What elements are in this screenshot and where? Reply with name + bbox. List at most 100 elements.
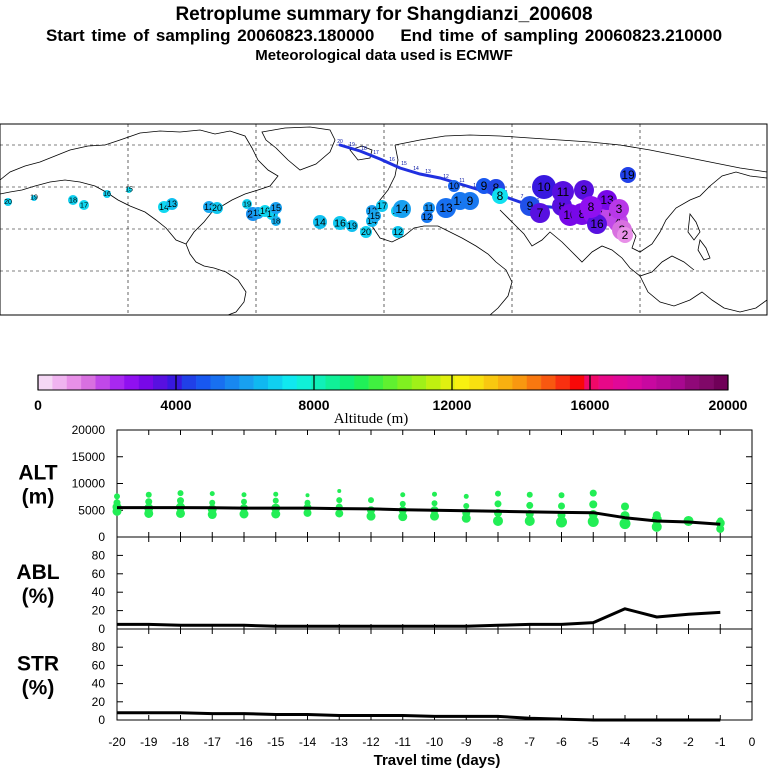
altitude-dot xyxy=(587,515,599,527)
panel-label-top: ABL xyxy=(16,561,59,584)
plume-point: 2 xyxy=(617,227,633,243)
colorbar-cell xyxy=(426,375,441,390)
y-tick-label: 80 xyxy=(92,640,106,654)
plume-point-label: 20 xyxy=(361,227,371,237)
colorbar-cell xyxy=(354,375,369,390)
y-tick-label: 0 xyxy=(98,713,105,727)
colorbar-cell xyxy=(498,375,513,390)
plume-point-label: 19 xyxy=(30,195,38,202)
colorbar-cell xyxy=(282,375,298,390)
altitude-dot xyxy=(558,502,565,510)
altitude-dot xyxy=(273,491,279,497)
plume-point: 20 xyxy=(211,202,223,214)
colorbar-cell xyxy=(210,375,226,390)
altitude-dot xyxy=(209,491,215,497)
colorbar-cell xyxy=(469,375,484,390)
colorbar-cell xyxy=(684,375,700,390)
colorbar-cell xyxy=(699,375,714,390)
colorbar-cell xyxy=(181,375,197,390)
altitude-dot xyxy=(239,509,249,519)
colorbar-cell xyxy=(124,375,139,390)
altitude-dot xyxy=(589,489,597,497)
altitude-dot xyxy=(145,498,153,506)
colorbar-tick-label: 8000 xyxy=(298,397,329,413)
plume-point-label: 19 xyxy=(621,168,635,182)
sampling-times: Start time of sampling 20060823.180000 En… xyxy=(0,26,768,46)
plume-point-label: 9 xyxy=(581,183,588,197)
plume-point: 15 xyxy=(270,202,282,214)
plume-point: 20 xyxy=(360,226,372,238)
start-time-label: Start time of sampling 20060823.180000 xyxy=(45,26,375,45)
map-panel: 2019181716151413121110987654321 20191817… xyxy=(0,123,768,316)
y-tick-label: 20 xyxy=(92,695,106,709)
plume-point-label: 15 xyxy=(370,211,380,221)
colorbar-cell xyxy=(339,375,355,390)
altitude-dot xyxy=(526,501,534,509)
colorbar-cell xyxy=(153,375,168,390)
plume-point-label: 19 xyxy=(347,221,357,231)
track-day-label: 15 xyxy=(401,161,407,167)
plume-point: 13 xyxy=(436,198,456,218)
time-series-panels: 20000150001000050000ALT(m)806040200ABL(%… xyxy=(16,423,753,727)
x-tick-label: -5 xyxy=(588,735,599,749)
altitude-dot xyxy=(556,516,567,528)
plume-point-label: 13 xyxy=(253,208,263,218)
altitude-dot xyxy=(400,492,406,498)
plume-point: 18 xyxy=(68,195,78,205)
x-tick-label: -15 xyxy=(267,735,285,749)
colorbar-cell xyxy=(526,375,542,390)
colorbar-label: Altitude (m) xyxy=(334,411,409,427)
colorbar-cell xyxy=(296,375,312,390)
altitude-dot xyxy=(463,502,470,509)
plume-point-label: 13 xyxy=(167,199,177,209)
x-tick-label: -3 xyxy=(651,735,662,749)
altitude-dot xyxy=(493,515,503,526)
x-axis-label: Travel time (days) xyxy=(374,752,501,768)
plume-point-label: 12 xyxy=(204,202,214,212)
colorbar-cell xyxy=(196,375,211,390)
colorbar-cell xyxy=(325,375,341,390)
colorbar-tick-label: 0 xyxy=(34,397,42,413)
x-tick-label: -4 xyxy=(620,735,631,749)
plume-point-label: 16 xyxy=(103,191,111,198)
plume-point: 9 xyxy=(574,180,594,200)
track-day-label: 12 xyxy=(443,174,449,180)
x-tick-label: -18 xyxy=(172,735,190,749)
colorbar-tick-label: 16000 xyxy=(571,397,610,413)
plume-point-label: 10 xyxy=(537,180,551,194)
colorbar-tick-label: 12000 xyxy=(433,397,472,413)
x-tick-label: -11 xyxy=(395,735,412,749)
colorbar-cell xyxy=(95,375,111,390)
y-tick-label: 0 xyxy=(98,622,105,636)
colorbar-cell xyxy=(167,375,183,390)
altitude-dot xyxy=(463,493,469,499)
plume-point: 11 xyxy=(423,202,435,214)
map-frame xyxy=(0,123,768,316)
plume-point-label: 17 xyxy=(377,201,387,211)
x-tick-label: -2 xyxy=(683,735,694,749)
altitude-dot xyxy=(495,490,501,497)
colorbar-cell xyxy=(541,375,556,390)
colorbar-cell xyxy=(311,375,326,390)
plume-point-label: 14 xyxy=(314,217,326,229)
plume-point: 16 xyxy=(587,214,607,234)
panel-label-bottom: (m) xyxy=(22,486,55,509)
end-time-label: End time of sampling 20060823.210000 xyxy=(400,26,723,45)
x-tick-label: -17 xyxy=(204,735,222,749)
altitude-dot xyxy=(177,497,184,505)
map-gridlines xyxy=(0,124,767,315)
plume-point-label: 15 xyxy=(271,203,281,213)
plume-point: 16 xyxy=(333,216,347,230)
track-day-label: 16 xyxy=(389,157,395,163)
altitude-dot xyxy=(335,509,344,518)
plume-point-label: 10 xyxy=(449,181,459,191)
colorbar-cell xyxy=(397,375,413,390)
x-tick-label: -6 xyxy=(556,735,567,749)
track-day-label: 20 xyxy=(337,139,343,145)
colorbar-cell xyxy=(670,375,686,390)
panel-label-top: STR xyxy=(17,653,59,676)
x-tick-label: -13 xyxy=(331,735,349,749)
colorbar-cell xyxy=(454,375,470,390)
plume-point-label: 8 xyxy=(493,181,500,195)
plume-point: 8 xyxy=(492,188,508,204)
